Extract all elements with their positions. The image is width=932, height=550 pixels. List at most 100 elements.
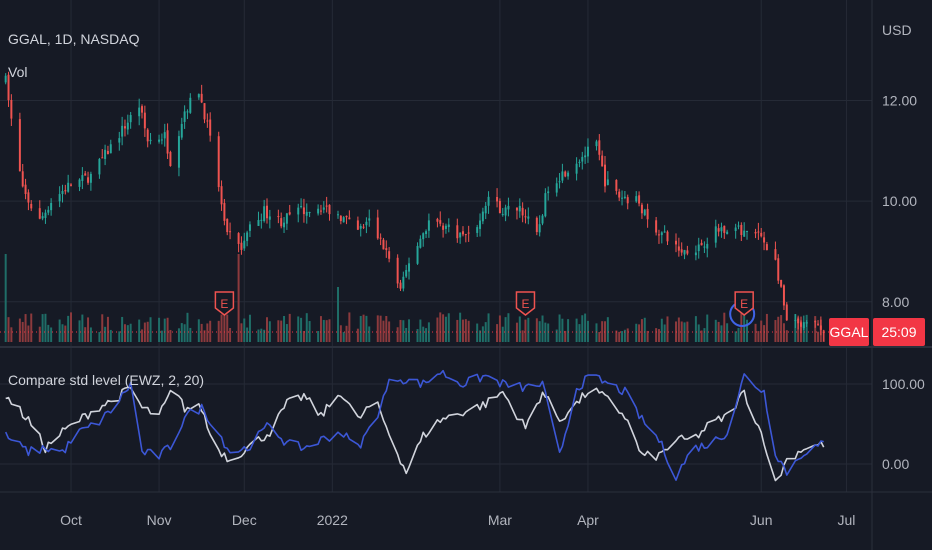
volume-bar — [501, 326, 504, 342]
candle-body — [777, 258, 780, 281]
volume-bar — [817, 331, 820, 342]
candle-body — [805, 322, 808, 324]
candle-body — [782, 285, 785, 306]
volume-bar — [439, 312, 442, 342]
volume-bar — [618, 331, 621, 342]
volume-bar — [657, 329, 660, 342]
candle-body — [459, 232, 462, 238]
candle-body — [138, 107, 141, 117]
candle-body — [7, 74, 10, 101]
candle-body — [67, 182, 70, 192]
volume-bar — [484, 322, 487, 342]
candle-body — [746, 231, 749, 233]
volume-bar — [248, 314, 251, 342]
candle-body — [143, 112, 146, 129]
volume-bar — [734, 331, 737, 342]
candle-body — [237, 233, 240, 244]
candle-body — [203, 103, 206, 120]
candle-body — [89, 173, 92, 183]
candle-body — [297, 207, 300, 215]
volume-bar — [737, 328, 740, 342]
volume-bar — [379, 315, 382, 342]
volume-bar — [621, 331, 624, 342]
volume-bar — [581, 315, 584, 342]
candle-body — [442, 225, 445, 230]
volume-bar — [535, 318, 538, 342]
candle-body — [538, 224, 541, 233]
candle-body — [578, 161, 581, 163]
candle-body — [317, 208, 320, 214]
candle-body — [382, 239, 385, 250]
candle-body — [604, 164, 606, 187]
indicator-legend[interactable]: Compare std level (EWZ, 2, 20) — [8, 372, 204, 388]
candle-body — [277, 216, 280, 218]
candle-body — [302, 207, 305, 215]
volume-bar — [777, 316, 780, 342]
volume-bar — [459, 312, 462, 342]
volume-bar — [166, 317, 169, 342]
volume-bar — [319, 316, 322, 342]
volume-bar — [703, 328, 706, 342]
last-price-badge: GGAL 25:09 — [829, 317, 925, 346]
candle-body — [476, 227, 479, 233]
time-tick-label: Jul — [837, 512, 855, 528]
indicator-tick-label: 0.00 — [882, 456, 909, 472]
volume-bar — [456, 319, 459, 342]
candle-body — [697, 244, 700, 252]
candle-body — [243, 240, 246, 249]
volume-bar — [325, 320, 328, 342]
volume-bar — [782, 323, 785, 342]
volume-bar — [268, 321, 271, 342]
time-tick-label: Nov — [147, 512, 172, 528]
candle-body — [675, 240, 678, 245]
candle-body — [504, 207, 507, 216]
candle-body — [714, 226, 717, 243]
volume-bar — [186, 312, 189, 342]
volume-bar — [541, 315, 544, 342]
volume-bar — [626, 328, 629, 342]
volume-bar — [507, 313, 510, 342]
candle-body — [575, 163, 578, 174]
candle-body — [496, 196, 499, 202]
candle-body — [623, 196, 626, 198]
candle-body — [635, 196, 638, 202]
candle-body — [467, 232, 470, 234]
candle-body — [141, 106, 144, 113]
symbol-title[interactable]: GGAL, 1D, NASDAQ — [8, 31, 140, 47]
volume-legend[interactable]: Vol — [8, 64, 27, 80]
volume-bar — [89, 327, 92, 342]
candlesticks — [4, 71, 825, 342]
volume-bar — [757, 331, 760, 342]
candle-body — [515, 207, 518, 211]
candle-body — [308, 212, 311, 214]
candle-body — [461, 231, 464, 235]
volume-bar — [163, 318, 166, 342]
candle-body — [368, 218, 371, 221]
candle-body — [285, 213, 288, 224]
candle-body — [606, 179, 609, 185]
volume-bar — [226, 314, 229, 342]
candle-body — [734, 227, 737, 232]
candle-body — [737, 225, 740, 227]
volume-bar — [58, 319, 61, 342]
candle-body — [618, 191, 621, 198]
volume-bar — [206, 323, 209, 342]
candle-body — [38, 208, 41, 219]
candle-body — [754, 232, 757, 234]
volume-bar — [50, 327, 53, 342]
volume-bar — [229, 328, 232, 342]
volume-bar — [524, 319, 527, 342]
volume-bar — [348, 312, 351, 342]
volume-bar — [425, 328, 428, 342]
time-tick-label: Mar — [488, 512, 512, 528]
volume-bar — [121, 316, 124, 342]
volume-bar — [640, 319, 643, 342]
volume-bar — [44, 313, 47, 342]
candle-body — [206, 120, 209, 122]
volume-bar — [481, 326, 484, 342]
volume-bar — [479, 330, 482, 342]
candle-body — [61, 191, 64, 194]
candle-body — [723, 225, 726, 233]
candle-body — [118, 138, 121, 143]
